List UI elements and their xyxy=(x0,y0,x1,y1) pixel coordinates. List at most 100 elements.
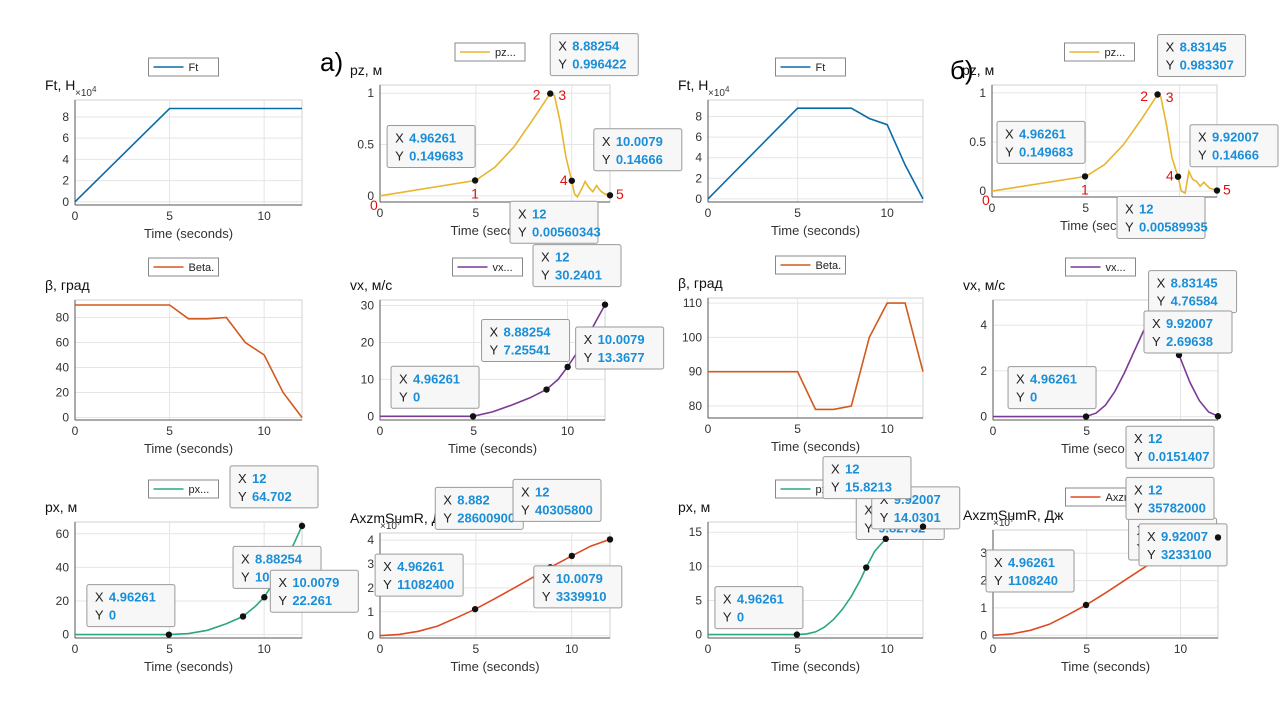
a_pz-legend-label: pz... xyxy=(495,47,516,59)
b_axzm-datatip-x-value: 9.92007 xyxy=(1161,529,1208,544)
a_px-datatip-x-key: X xyxy=(95,590,104,605)
b_axzm-datatip-y-key: Y xyxy=(994,573,1003,588)
b_ft-ytick-label: 4 xyxy=(695,151,702,165)
b_px-datatip-y-value: 15.8213 xyxy=(845,480,892,495)
b_axzm-datatip-point xyxy=(1082,601,1090,609)
a_ft-xtick-label: 10 xyxy=(257,209,271,223)
a_vx-datatip-y-key: Y xyxy=(541,268,550,283)
b_axzm-ytick-label: 0 xyxy=(980,628,987,642)
b_px-datatip-y-value: 14.0301 xyxy=(894,510,941,525)
a_beta-ylabel: β, град xyxy=(45,277,90,293)
b_pz-datatip-box xyxy=(996,120,1086,164)
a_px-datatip-x-value: 8.88254 xyxy=(255,551,303,566)
b_axzm-datatip-box xyxy=(1138,523,1228,567)
a_axzm-datatip-box xyxy=(512,478,602,522)
b_px-ylabel: px, м xyxy=(678,499,710,515)
b_ft-ytick-label: 8 xyxy=(695,109,702,123)
b_pz-datatip-box xyxy=(1116,196,1206,240)
a_px-xtick-label: 0 xyxy=(72,642,79,656)
a_pz-point-number: 3 xyxy=(558,87,566,103)
a_pz-datatip-point xyxy=(547,90,554,97)
b_vx-datatip-y-key: Y xyxy=(1016,390,1025,405)
b_axzm-ytick-label: 1 xyxy=(980,601,987,615)
b_beta-ytick-label: 100 xyxy=(682,330,702,344)
b_pz-ytick-label: 0 xyxy=(979,184,986,198)
a_axzm-datatip-x-value: 4.96261 xyxy=(397,559,444,574)
a_px-datatip-x-value: 10.0079 xyxy=(292,575,339,590)
a_vx-datatip-y-value: 13.3677 xyxy=(598,350,645,365)
b_vx-ytick-label: 2 xyxy=(980,364,987,378)
b_vx-xtick-label: 5 xyxy=(1083,424,1090,438)
b_ft-ytick-label: 2 xyxy=(695,171,702,185)
a_pz-datatip-x-value: 8.88254 xyxy=(572,39,620,54)
b_vx-datatip-box xyxy=(1125,425,1215,469)
a_px-datatip-x-value: 12 xyxy=(252,471,266,486)
b_vx-datatip-y-key: Y xyxy=(1152,334,1161,349)
a_ft-xtick-label: 5 xyxy=(166,209,173,223)
b_beta-legend-label: Beta. xyxy=(816,260,842,272)
a_axzm-datatip-x-value: 12 xyxy=(535,484,549,499)
b_vx-datatip-y-value: 0 xyxy=(1030,390,1037,405)
a_px-datatip-point xyxy=(165,631,173,638)
a_pz-datatip-y-value: 0.14666 xyxy=(616,152,663,167)
a_beta-legend-label: Beta. xyxy=(189,262,215,274)
b_axzm-xlabel: Time (seconds) xyxy=(1061,659,1150,674)
a_vx-ytick-label: 20 xyxy=(361,335,375,349)
b_vx-datatip-x-key: X xyxy=(1134,431,1143,446)
b_vx-ylabel: vx, м/с xyxy=(963,277,1005,293)
a_vx-datatip-x-value: 8.88254 xyxy=(504,325,552,340)
b_pz-datatip-x-value: 9.92007 xyxy=(1212,130,1259,145)
b_vx-datatip-box xyxy=(1007,366,1097,410)
a_vx-xtick-label: 10 xyxy=(561,424,575,438)
a_pz-xtick-label: 5 xyxy=(472,206,479,220)
b_px-xlabel: Time (seconds) xyxy=(771,659,860,674)
b_beta-series-line xyxy=(708,302,924,411)
b_pz-datatip-x-value: 12 xyxy=(1139,202,1153,217)
a_pz-datatip-point xyxy=(471,177,479,184)
b_vx-datatip-x-value: 8.83145 xyxy=(1171,276,1218,291)
b_pz-legend-label: pz... xyxy=(1105,47,1126,59)
a_vx-datatip-box xyxy=(481,319,571,363)
a_px-ylabel: px, м xyxy=(45,499,77,515)
b_vx-datatip-box xyxy=(1143,310,1233,354)
b_axzm-exponent: ×107 xyxy=(993,515,1015,529)
b_px-datatip-x-value: 12 xyxy=(845,462,859,477)
b_pz-ytick-label: 0.5 xyxy=(969,135,986,149)
b_vx-legend-label: vx... xyxy=(1106,262,1126,274)
a_vx-datatip-y-key: Y xyxy=(584,350,593,365)
a_beta-series-line xyxy=(75,304,303,418)
b_px-datatip-y-key: Y xyxy=(864,521,873,536)
b_beta-xtick-label: 5 xyxy=(794,422,801,436)
b_px-ytick-label: 10 xyxy=(689,559,703,573)
a_axzm-datatip-x-key: X xyxy=(542,571,551,586)
b_vx-datatip-x-value: 4.96261 xyxy=(1030,372,1077,387)
a_vx-datatip-y-key: Y xyxy=(490,343,499,358)
b_vx-datatip-point xyxy=(1082,413,1090,420)
b_pz-datatip-point xyxy=(1154,91,1161,98)
a_vx-xtick-label: 5 xyxy=(470,424,477,438)
a_axzm-datatip-y-key: Y xyxy=(443,510,452,525)
b_axzm-datatip-x-key: X xyxy=(1134,482,1143,497)
b_pz-point-number: 3 xyxy=(1166,89,1174,105)
a_vx-datatip-x-value: 12 xyxy=(555,250,569,265)
b_px-ytick-label: 0 xyxy=(695,628,702,642)
a_vx-datatip-box xyxy=(575,326,665,370)
b_ft-ytick-label: 6 xyxy=(695,130,702,144)
b_vx-datatip-x-value: 9.92007 xyxy=(1166,316,1213,331)
b_ft-ytick-label: 0 xyxy=(695,192,702,206)
b_beta-ytick-label: 90 xyxy=(689,365,703,379)
b_px-xtick-label: 10 xyxy=(880,642,894,656)
a_pz-point-number: 2 xyxy=(533,87,541,103)
b_pz-ytick-label: 1 xyxy=(979,86,986,100)
a_px-ytick-label: 40 xyxy=(56,560,70,574)
b_axzm-ytick-label: 3 xyxy=(980,546,987,560)
b_pz-datatip-y-key: Y xyxy=(1198,148,1207,163)
b_px-xtick-label: 0 xyxy=(705,642,712,656)
a_axzm-ytick-label: 3 xyxy=(367,557,374,571)
b_beta-ytick-label: 80 xyxy=(689,399,703,413)
a_px-datatip-y-value: 0 xyxy=(109,608,116,623)
a_pz-datatip-point xyxy=(568,177,576,184)
a_axzm-datatip-point xyxy=(471,605,479,613)
b_vx-datatip-y-value: 4.76584 xyxy=(1171,294,1219,309)
